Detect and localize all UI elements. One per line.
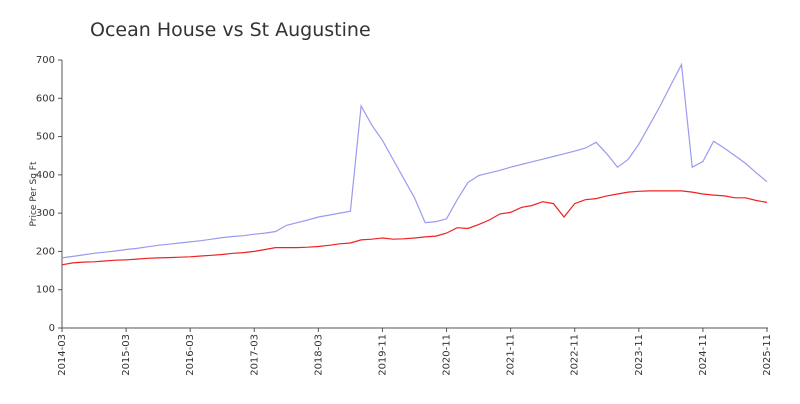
series-line	[61, 190, 768, 266]
y-tick-label: 500	[36, 132, 55, 143]
x-tick-label: 2021-11	[506, 334, 517, 376]
x-tick-label: 2024-11	[698, 334, 709, 376]
x-tick-label: 2022-11	[570, 334, 581, 376]
x-tick-label: 2017-03	[249, 334, 260, 376]
y-tick-label: 100	[36, 285, 55, 296]
y-tick-label: 300	[36, 208, 55, 219]
series-line	[61, 62, 768, 259]
x-tick-label: 2018-03	[313, 334, 324, 376]
x-tick-label: 2015-03	[121, 334, 132, 376]
y-tick-label: 600	[36, 93, 55, 104]
x-tick-label: 2025-11	[762, 334, 773, 376]
x-tick-label: 2014-03	[57, 334, 68, 376]
chart-title: Ocean House vs St Augustine	[90, 19, 371, 41]
x-tick-label: 2020-11	[442, 334, 453, 376]
x-tick-label: 2023-11	[634, 334, 645, 376]
y-axis-label: Price Per Sq Ft	[29, 161, 39, 226]
y-tick-label: 400	[36, 170, 55, 181]
x-tick-label: 2019-11	[377, 334, 388, 376]
y-tick-label: 0	[49, 323, 55, 334]
y-tick-label: 200	[36, 246, 55, 257]
y-tick-label: 700	[36, 55, 55, 66]
x-tick-label: 2016-03	[185, 334, 196, 376]
